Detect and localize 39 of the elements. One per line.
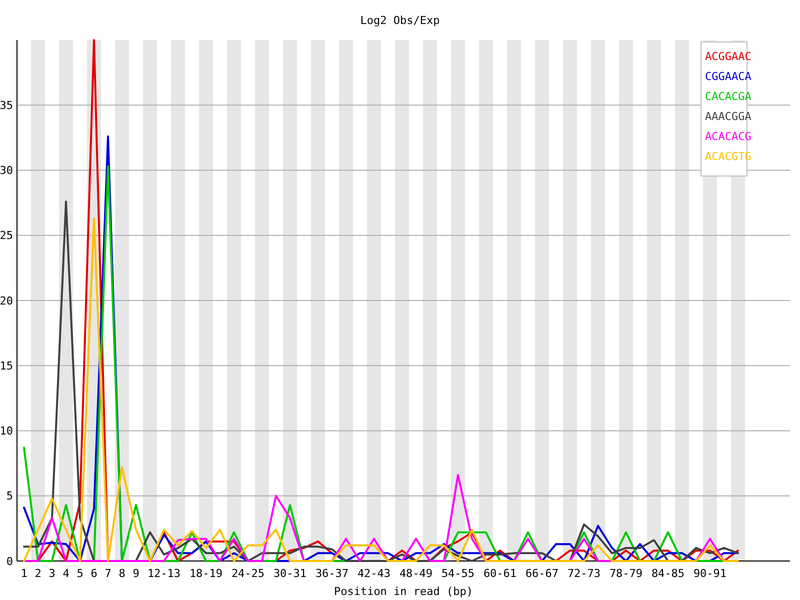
x-tick-label: 4 — [62, 567, 70, 580]
x-tick-label: 84-85 — [651, 567, 685, 580]
x-tick-label: 66-67 — [525, 567, 559, 580]
x-tick-label: 60-61 — [483, 567, 517, 580]
x-tick-label: 2 — [34, 567, 42, 580]
x-tick-label: 18-19 — [189, 567, 223, 580]
x-axis-title: Position in read (bp) — [334, 585, 474, 598]
y-tick-label: 15 — [0, 359, 13, 372]
x-tick-label: 6 — [90, 567, 98, 580]
text: CGGAACA — [705, 70, 752, 83]
text: ACACGTG — [705, 150, 752, 163]
y-tick-label: 25 — [0, 229, 13, 242]
x-tick-label: 5 — [76, 567, 84, 580]
y-tick-label: 35 — [0, 98, 13, 112]
x-tick-label: 72-73 — [567, 567, 601, 580]
y-tick-label: 10 — [0, 424, 13, 438]
x-tick-label: 3 — [48, 567, 56, 580]
text: ACACACG — [705, 130, 752, 143]
x-tick-label: 54-55 — [441, 567, 475, 580]
x-tick-label: 24-25 — [231, 567, 265, 580]
x-tick-label: 9 — [132, 567, 140, 580]
x-tick-label: 12-13 — [147, 567, 181, 580]
y-tick-label: 20 — [0, 294, 13, 308]
text: AAACGGA — [705, 110, 752, 123]
x-tick-label: 1 — [20, 567, 28, 580]
x-tick-label: 7 — [104, 567, 112, 580]
x-tick-label: 8 — [118, 567, 126, 580]
y-tick-label: 0 — [6, 554, 13, 568]
x-tick-label: 42-43 — [357, 567, 391, 580]
text: ACGGAAC — [705, 50, 752, 63]
chart-title: Log2 Obs/Exp — [360, 14, 440, 27]
y-tick-label: 5 — [6, 490, 13, 503]
x-tick-label: 78-79 — [609, 567, 643, 580]
x-tick-label: 90-91 — [693, 567, 727, 580]
x-tick-label: 30-31 — [273, 567, 307, 580]
text: CACACGA — [705, 90, 752, 103]
x-tick-label: 36-37 — [315, 567, 349, 580]
y-tick-label: 30 — [0, 164, 13, 178]
x-tick-label: 48-49 — [399, 567, 433, 580]
